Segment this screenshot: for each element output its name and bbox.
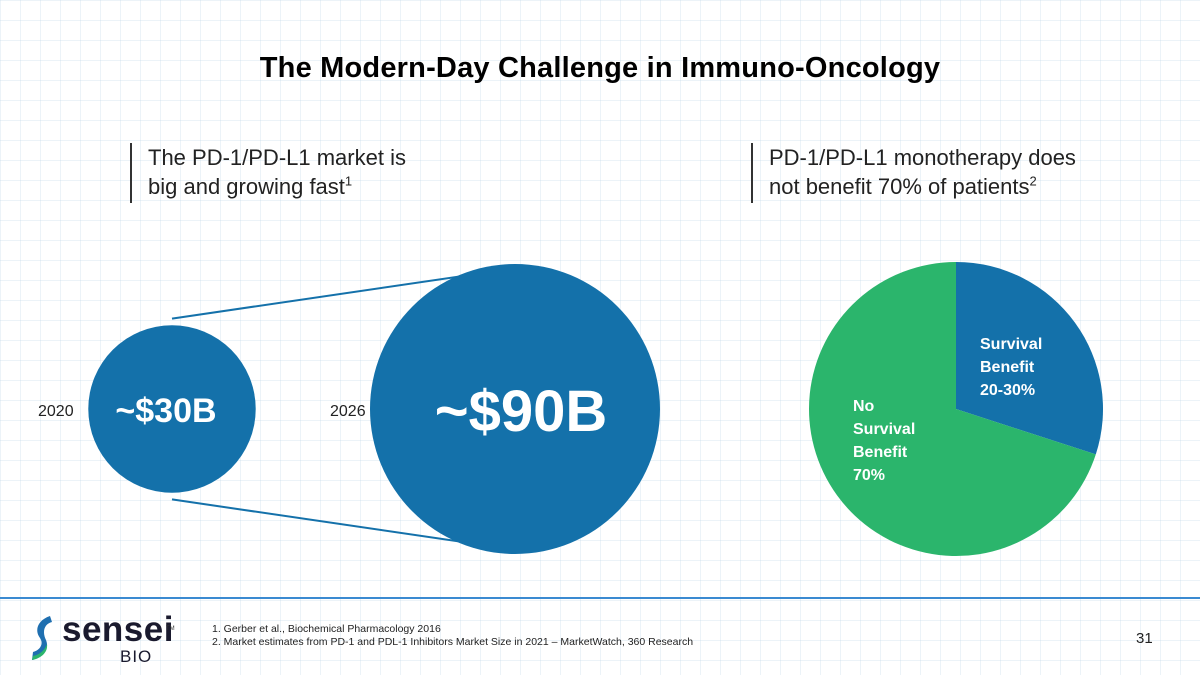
right-subtitle-line1: PD-1/PD-L1 monotherapy does (769, 145, 1076, 170)
footnote-ref-2: 2 (1029, 173, 1037, 189)
footnote-ref-1: 1 (344, 173, 353, 189)
value-label-2020: ~$30B (115, 392, 216, 430)
year-label-2026: 2026 (330, 403, 366, 420)
pie-label-line: Survival (980, 336, 1042, 353)
pie-label-2: No Survival Benefit 70% (853, 398, 915, 484)
pie-slice-2 (809, 262, 1096, 556)
slide-title: The Modern-Day Challenge in Immuno-Oncol… (259, 52, 941, 84)
footnote-2: 2. Market estimates from PD-1 and PDL-1 … (212, 636, 694, 648)
year-label-2020: 2020 (38, 403, 74, 420)
logo-subtext: BIO (120, 647, 153, 666)
pie-label-line: Survival (853, 421, 915, 438)
footnotes: 1. Gerber et al., Biochemical Pharmacolo… (212, 623, 693, 649)
pie-label-1: Survival Benefit 20-30% (980, 336, 1042, 399)
footer-divider (0, 597, 1200, 599)
logo-mark-icon (32, 616, 52, 660)
pie-label-line: Benefit (853, 444, 908, 461)
pie-label-line: Benefit (980, 359, 1035, 376)
pie-label-line: 20-30% (980, 382, 1035, 399)
bubble-2026 (370, 264, 660, 554)
right-subtitle-line2: not benefit 70% of patients2 (769, 173, 1037, 199)
left-subtitle: The PD-1/PD-L1 market is big and growing… (130, 143, 406, 203)
pie-slice-1 (956, 262, 1104, 455)
left-subtitle-line1: The PD-1/PD-L1 market is (148, 145, 406, 170)
right-subtitle: PD-1/PD-L1 monotherapy does not benefit … (751, 143, 1076, 203)
logo-wordmark: sensei (62, 610, 174, 649)
pie-label-line: 70% (853, 467, 885, 484)
page-number: 31 (1136, 630, 1153, 647)
value-label-2026: ~$90B (435, 379, 608, 444)
bubble-2020 (88, 325, 256, 493)
footnote-1: 1. Gerber et al., Biochemical Pharmacolo… (212, 623, 441, 635)
sensei-bio-logo: sensei TM BIO (30, 610, 180, 667)
logo-trademark: TM (166, 626, 175, 632)
pie-label-line: No (853, 398, 875, 415)
left-subtitle-line2: big and growing fast1 (148, 173, 353, 199)
